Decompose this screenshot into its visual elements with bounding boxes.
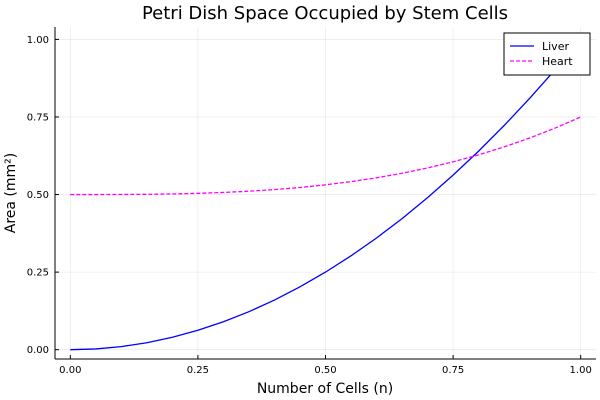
y-tick-label: 0.25 (27, 268, 49, 279)
x-tick-label: 1.00 (570, 365, 592, 376)
y-tick-label: 0.50 (27, 190, 49, 201)
x-tick-label: 0.50 (314, 365, 336, 376)
ticks: 0.00 0.25 0.50 0.75 1.00 0.00 0.25 0.50 0.75 1.00 (27, 35, 592, 376)
legend-label-heart: Heart (542, 55, 573, 68)
series-group (70, 38, 582, 351)
y-tick-label: 1.00 (27, 35, 49, 46)
y-tick-label: 0.75 (27, 112, 49, 123)
y-tick-label: 0.00 (27, 345, 49, 356)
chart-title: Petri Dish Space Occupied by Stem Cells (142, 3, 508, 24)
x-tick-label: 0.75 (442, 365, 464, 376)
legend: Liver Heart (503, 32, 591, 76)
x-tick-label: 0.25 (187, 365, 209, 376)
series-line-heart (70, 116, 581, 196)
legend-box (503, 32, 591, 76)
legend-label-liver: Liver (542, 40, 569, 53)
series-line-liver (70, 38, 582, 351)
y-axis-label: Area (mm²) (3, 153, 19, 233)
x-tick-label: 0.00 (59, 365, 81, 376)
x-axis-label: Number of Cells (n) (257, 381, 393, 397)
